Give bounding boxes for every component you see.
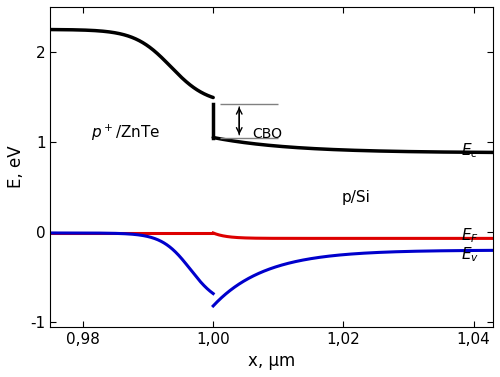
Y-axis label: E, eV: E, eV [7, 146, 25, 188]
Text: $E_c$: $E_c$ [460, 142, 478, 160]
Text: p/Si: p/Si [342, 190, 371, 205]
Text: $E_v$: $E_v$ [460, 245, 478, 264]
X-axis label: x, μm: x, μm [248, 352, 296, 370]
Text: CBO: CBO [252, 127, 282, 141]
Text: $E_F$: $E_F$ [460, 226, 478, 245]
Text: $p^+$/ZnTe: $p^+$/ZnTe [90, 123, 160, 143]
